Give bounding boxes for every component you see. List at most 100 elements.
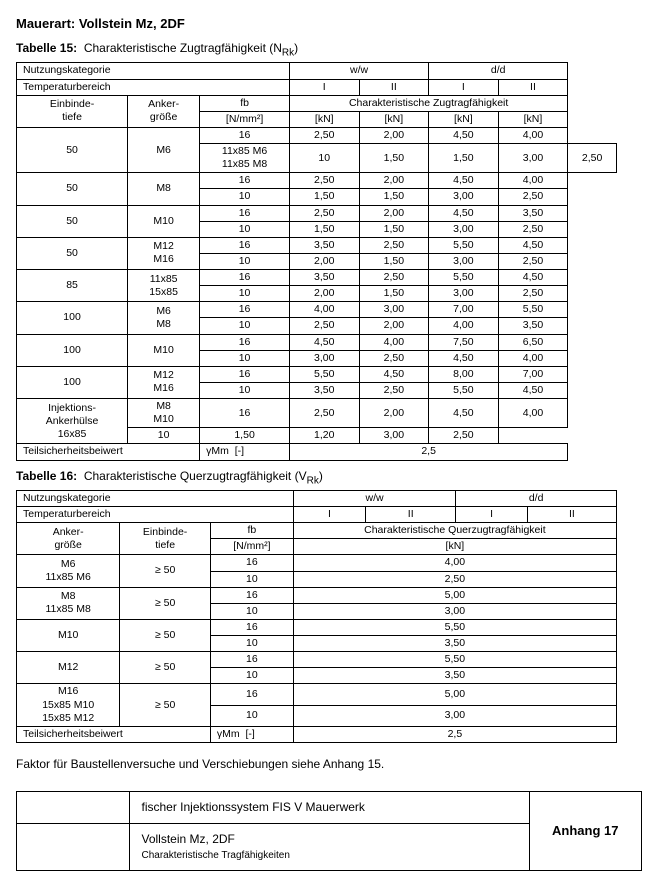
table-cell: 4,50 [289, 334, 359, 350]
table-cell: 3,50 [289, 382, 359, 398]
table-cell: 3,00 [429, 189, 499, 205]
table15-caption: Tabelle 15: Charakteristische Zugtragfäh… [16, 41, 642, 58]
table-cell: 4,00 [359, 334, 429, 350]
table15: Nutzungskategoriew/wd/dTemperaturbereich… [16, 62, 617, 460]
table-cell: 50 [17, 173, 128, 205]
table-cell: 10 [200, 318, 290, 334]
table16-caption-close: ) [319, 469, 323, 483]
table-cell: 2,00 [289, 286, 359, 302]
t15-kn2: [kN] [359, 111, 429, 127]
page-title: Mauerart: Vollstein Mz, 2DF [16, 16, 642, 31]
t15-II1: II [359, 79, 429, 95]
note-text: Faktor für Baustellenversuche und Versch… [16, 757, 642, 771]
table-cell: 3,00 [359, 302, 429, 318]
table-cell: 10 [200, 350, 290, 366]
footer-anhang: Anhang 17 [529, 791, 642, 871]
t16-temp: Temperaturbereich [17, 507, 294, 523]
t15-fbunit: [N/mm²] [200, 111, 290, 127]
table-cell: 1,50 [359, 189, 429, 205]
table-cell: 4,00 [289, 302, 359, 318]
table16-caption-label: Tabelle 16: [16, 469, 77, 483]
table-cell: 5,50 [429, 270, 499, 286]
t16-fb: fb [210, 523, 293, 539]
table-cell: 10 [128, 428, 200, 444]
table-cell: 1,20 [289, 428, 359, 444]
table16-caption: Tabelle 16: Charakteristische Querzugtra… [16, 469, 642, 486]
table-cell: 2,50 [359, 382, 429, 398]
table-cell: 1,50 [359, 221, 429, 237]
table-cell: 4,00 [293, 555, 616, 571]
table-cell: 10 [200, 382, 290, 398]
table-cell: 4,50 [498, 382, 568, 398]
footer-line2: Vollstein Mz, 2DF Charakteristische Trag… [129, 823, 529, 871]
table-cell: 10 [200, 189, 290, 205]
t16-gamma: γMm [-] [210, 726, 293, 742]
table-cell: 5,00 [293, 684, 616, 705]
t16-I1: I [293, 507, 365, 523]
table-cell: 2,50 [498, 221, 568, 237]
table-cell: 4,50 [359, 366, 429, 382]
t16-kn: [kN] [293, 539, 616, 555]
table-cell: 4,50 [498, 237, 568, 253]
table-cell: 16 [200, 302, 290, 318]
table-cell: M8M10 [128, 399, 200, 428]
t16-einbinde: Einbinde-tiefe [120, 523, 211, 555]
table-cell: M1615x85 M1015x85 M12 [17, 684, 120, 726]
table16-caption-sub: Rk [307, 475, 319, 486]
table-cell: 4,00 [498, 127, 568, 143]
table-cell: 2,00 [359, 399, 429, 428]
table-cell: 3,00 [293, 603, 616, 619]
table-cell: 2,00 [359, 205, 429, 221]
t15-safety-val: 2,5 [289, 444, 567, 460]
table-cell: M611x85 M6 [17, 555, 120, 587]
table-cell: 2,50 [289, 318, 359, 334]
table-cell: 2,50 [498, 286, 568, 302]
table-cell: 1,50 [429, 144, 499, 173]
t15-nutzung: Nutzungskategorie [17, 63, 290, 79]
t15-II2: II [498, 79, 568, 95]
table-cell: ≥ 50 [120, 652, 211, 684]
table-cell: 5,50 [289, 366, 359, 382]
table-cell: M10 [128, 334, 200, 366]
t15-dd: d/d [429, 63, 568, 79]
footer-line1: fischer Injektionssystem FIS V Mauerwerk [129, 791, 529, 823]
t15-ww: w/w [289, 63, 428, 79]
table-cell: 2,00 [359, 127, 429, 143]
table-cell: 10 [200, 221, 290, 237]
table-cell: ≥ 50 [120, 587, 211, 619]
table-cell: 16 [200, 334, 290, 350]
table-cell: 11x85 M611x85 M8 [200, 144, 290, 173]
t15-I1: I [289, 79, 359, 95]
table-cell: 5,50 [429, 382, 499, 398]
table-cell: M6 [128, 127, 200, 172]
t15-anker: Anker-größe [128, 95, 200, 127]
table-cell: M811x85 M8 [17, 587, 120, 619]
table-cell: 10 [210, 705, 293, 726]
t15-kn3: [kN] [429, 111, 499, 127]
table-cell: 7,50 [429, 334, 499, 350]
t15-I2: I [429, 79, 499, 95]
table-cell: 3,00 [429, 221, 499, 237]
table-cell: 3,50 [293, 636, 616, 652]
table-cell: 16 [200, 127, 290, 143]
table-cell: 2,00 [359, 173, 429, 189]
table-cell: 6,50 [498, 334, 568, 350]
t16-anker: Anker-größe [17, 523, 120, 555]
t16-nutzung: Nutzungskategorie [17, 490, 294, 506]
table16: Nutzungskategoriew/wd/dTemperaturbereich… [16, 490, 617, 743]
table15-caption-sub: Rk [282, 47, 294, 58]
table-cell: 16 [200, 399, 290, 428]
t16-I2: I [456, 507, 527, 523]
t16-II1: II [366, 507, 456, 523]
table-cell: 10 [210, 571, 293, 587]
table-cell: 4,00 [498, 350, 568, 366]
table-cell: ≥ 50 [120, 555, 211, 587]
table-cell: 100 [17, 302, 128, 334]
table-cell: 3,00 [498, 144, 568, 173]
table-cell: 1,50 [289, 189, 359, 205]
table-cell: 2,50 [289, 399, 359, 428]
table-cell: 2,50 [359, 237, 429, 253]
footer-box: fischer Injektionssystem FIS V Mauerwerk… [16, 791, 642, 872]
table-cell: 5,50 [293, 619, 616, 635]
table-cell: 3,00 [289, 350, 359, 366]
